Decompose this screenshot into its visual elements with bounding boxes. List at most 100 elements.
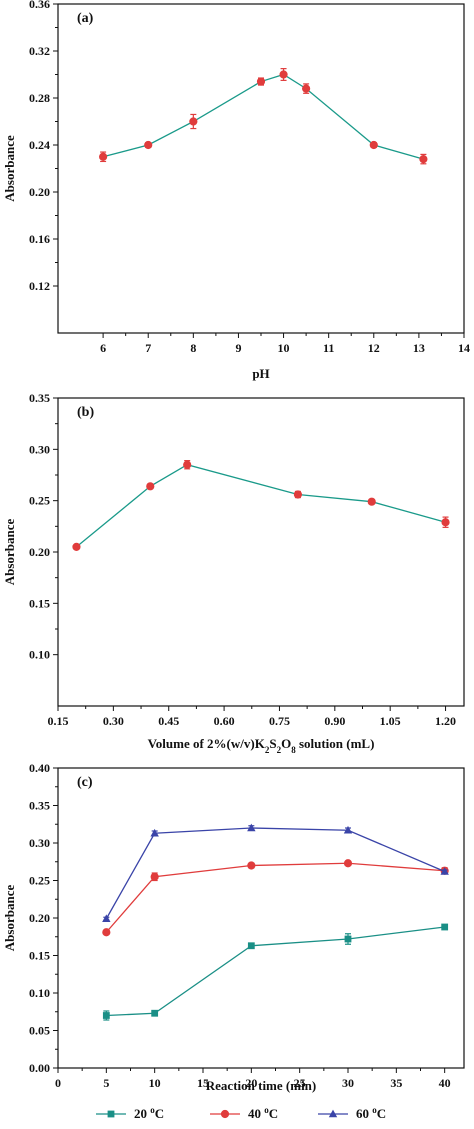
y-tick-label: 0.25 (29, 874, 50, 888)
data-point (247, 942, 255, 950)
x-tick-label: 35 (390, 1076, 402, 1090)
x-tick-label: 6 (100, 341, 106, 355)
legend-marker (107, 1110, 115, 1118)
x-tick-label: 9 (235, 341, 241, 355)
data-point (189, 117, 198, 126)
data-point (256, 77, 266, 86)
y-tick-label: 0.24 (29, 138, 50, 152)
legend-label: 40 oC (248, 1105, 278, 1121)
x-tick-label: 15 (197, 1076, 209, 1090)
series-line (106, 926, 445, 1017)
chart-panel-1: 6 7 8 9 10 11 12 13 14 0.12 0.16 0.20 0.24 0.28 0.32 0.… (2, 0, 470, 381)
x-axis-label: Volume of 2%(w/v)K2S2O8 solution (mL) (148, 736, 375, 755)
x-tick-label: 8 (190, 341, 196, 355)
y-axis-label: Absorbance (2, 519, 17, 586)
y-tick-label: 0.20 (29, 911, 50, 925)
plot-frame (57, 397, 465, 707)
x-tick-label: 13 (413, 341, 425, 355)
y-tick-label: 0.00 (29, 1061, 50, 1075)
chart-panel-3: 0 5 10 15 20 25 30 35 40 0.00 0.05 0.10 0.15 0.20 0.25… (2, 761, 465, 1093)
y-tick-label: 0.15 (29, 596, 50, 610)
data-point (441, 923, 449, 931)
data-point (302, 84, 311, 93)
data-point (72, 542, 81, 551)
legend-marker (220, 1109, 230, 1119)
y-tick-label: 0.20 (29, 545, 50, 559)
legend-marker (328, 1109, 338, 1118)
data-point (150, 828, 159, 837)
data-point (369, 140, 378, 150)
x-tick-label: 12 (368, 341, 380, 355)
x-tick-label: 7 (145, 341, 151, 355)
y-tick-label: 0.25 (29, 494, 50, 508)
data-point (419, 155, 428, 164)
x-tick-label: 10 (149, 1076, 161, 1090)
x-tick-label: 0.75 (269, 714, 290, 728)
data-point (99, 152, 108, 161)
y-axis-label: Absorbance (2, 885, 17, 952)
data-point (247, 823, 256, 832)
data-point (102, 914, 111, 922)
legend-label: 20 oC (134, 1105, 164, 1121)
x-tick-label: 40 (439, 1076, 451, 1090)
y-tick-label: 0.36 (29, 0, 50, 11)
data-point (144, 140, 153, 150)
series-line (102, 73, 424, 160)
x-tick-label: 5 (103, 1076, 109, 1090)
legend-label: 60 oC (356, 1105, 386, 1121)
x-tick-label: 0.30 (103, 714, 124, 728)
y-tick-label: 0.28 (29, 91, 50, 105)
x-tick-label: 25 (294, 1076, 306, 1090)
y-tick-label: 0.16 (29, 232, 50, 246)
x-tick-label: 0.90 (324, 714, 345, 728)
series-line (76, 464, 446, 548)
panel-label: (a) (77, 11, 94, 26)
y-tick-label: 0.32 (29, 44, 50, 58)
data-point (150, 872, 159, 881)
x-tick-label: 20 (245, 1076, 257, 1090)
data-point (344, 935, 352, 943)
series-1 (99, 68, 428, 165)
x-tick-label: 0.60 (214, 714, 235, 728)
data-point (183, 460, 192, 469)
legend: 20 oC 40 oC 60 oC (96, 1105, 386, 1121)
series-2 (102, 859, 449, 937)
panel-label: (c) (77, 775, 93, 790)
data-point (102, 928, 111, 937)
series-1 (72, 460, 450, 551)
x-tick-label: 11 (323, 341, 334, 355)
x-tick-label: 0.45 (158, 714, 179, 728)
x-tick-label: 10 (278, 341, 290, 355)
y-tick-label: 0.40 (29, 761, 50, 775)
data-point (151, 1009, 159, 1017)
x-tick-label: 30 (342, 1076, 354, 1090)
x-tick-label: 1.20 (435, 714, 456, 728)
y-tick-label: 0.35 (29, 391, 50, 405)
y-axis-label: Absorbance (2, 135, 17, 202)
data-point (247, 861, 256, 870)
plot-frame (57, 3, 465, 334)
data-point (343, 825, 353, 834)
x-axis-label: pH (252, 366, 269, 381)
y-tick-label: 0.20 (29, 185, 50, 199)
y-tick-label: 0.35 (29, 799, 50, 813)
data-point (279, 70, 288, 79)
x-tick-label: 0 (55, 1076, 61, 1090)
data-point (367, 497, 376, 506)
data-point (440, 867, 449, 875)
x-tick-label: 14 (458, 341, 470, 355)
y-tick-label: 0.05 (29, 1024, 50, 1038)
y-tick-label: 0.10 (29, 986, 50, 1000)
x-tick-label: 0.15 (48, 714, 69, 728)
x-axis-label: Reaction time (min) (206, 1078, 316, 1093)
y-tick-label: 0.12 (29, 279, 50, 293)
y-tick-label: 0.30 (29, 442, 50, 456)
data-point (146, 482, 155, 491)
x-tick-label: 1.05 (380, 714, 401, 728)
y-tick-label: 0.30 (29, 836, 50, 850)
data-point (102, 1012, 110, 1019)
series-3 (102, 823, 449, 922)
data-point (441, 518, 450, 527)
series-1 (102, 923, 449, 1021)
